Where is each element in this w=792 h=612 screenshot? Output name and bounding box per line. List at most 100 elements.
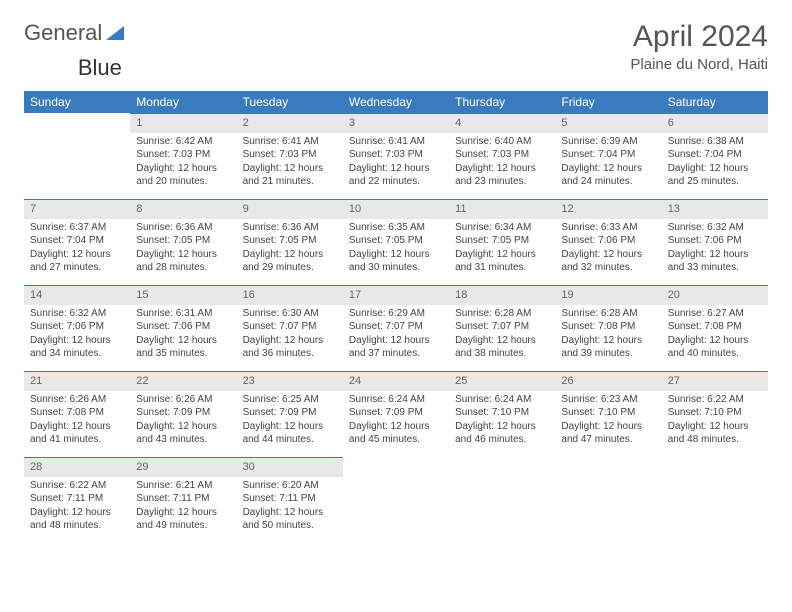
day-number: 8: [130, 199, 236, 219]
day-number: 25: [449, 371, 555, 391]
daylight-line: Daylight: 12 hours and 22 minutes.: [349, 162, 443, 189]
day-body: Sunrise: 6:22 AMSunset: 7:11 PMDaylight:…: [24, 477, 130, 537]
sunset-line: Sunset: 7:05 PM: [243, 234, 337, 248]
day-number: 16: [237, 285, 343, 305]
daylight-line: Daylight: 12 hours and 28 minutes.: [136, 248, 230, 275]
sunrise-line: Sunrise: 6:20 AM: [243, 479, 337, 493]
day-cell: 28Sunrise: 6:22 AMSunset: 7:11 PMDayligh…: [24, 457, 130, 543]
sunset-line: Sunset: 7:03 PM: [243, 148, 337, 162]
sunrise-line: Sunrise: 6:39 AM: [561, 135, 655, 149]
day-body: Sunrise: 6:36 AMSunset: 7:05 PMDaylight:…: [130, 219, 236, 279]
day-body: Sunrise: 6:28 AMSunset: 7:08 PMDaylight:…: [555, 305, 661, 365]
sunset-line: Sunset: 7:11 PM: [243, 492, 337, 506]
sunrise-line: Sunrise: 6:35 AM: [349, 221, 443, 235]
day-cell: 12Sunrise: 6:33 AMSunset: 7:06 PMDayligh…: [555, 199, 661, 285]
day-number: 29: [130, 457, 236, 477]
empty-cell: [662, 457, 768, 543]
weekday-wednesday: Wednesday: [343, 91, 449, 113]
logo-text-1: General: [24, 20, 102, 46]
day-number: 2: [237, 113, 343, 133]
day-number: 24: [343, 371, 449, 391]
day-cell: 30Sunrise: 6:20 AMSunset: 7:11 PMDayligh…: [237, 457, 343, 543]
sunset-line: Sunset: 7:10 PM: [455, 406, 549, 420]
sunset-line: Sunset: 7:08 PM: [668, 320, 762, 334]
day-number: 3: [343, 113, 449, 133]
weekday-monday: Monday: [130, 91, 236, 113]
day-cell: 27Sunrise: 6:22 AMSunset: 7:10 PMDayligh…: [662, 371, 768, 457]
sunset-line: Sunset: 7:03 PM: [349, 148, 443, 162]
sunrise-line: Sunrise: 6:25 AM: [243, 393, 337, 407]
daylight-line: Daylight: 12 hours and 37 minutes.: [349, 334, 443, 361]
day-cell: 9Sunrise: 6:36 AMSunset: 7:05 PMDaylight…: [237, 199, 343, 285]
day-cell: 21Sunrise: 6:26 AMSunset: 7:08 PMDayligh…: [24, 371, 130, 457]
day-cell: 3Sunrise: 6:41 AMSunset: 7:03 PMDaylight…: [343, 113, 449, 199]
day-body: Sunrise: 6:24 AMSunset: 7:10 PMDaylight:…: [449, 391, 555, 451]
day-cell: 1Sunrise: 6:42 AMSunset: 7:03 PMDaylight…: [130, 113, 236, 199]
weekday-tuesday: Tuesday: [237, 91, 343, 113]
calendar-head: SundayMondayTuesdayWednesdayThursdayFrid…: [24, 91, 768, 113]
week-row: 21Sunrise: 6:26 AMSunset: 7:08 PMDayligh…: [24, 371, 768, 457]
day-cell: 2Sunrise: 6:41 AMSunset: 7:03 PMDaylight…: [237, 113, 343, 199]
sunset-line: Sunset: 7:10 PM: [668, 406, 762, 420]
daylight-line: Daylight: 12 hours and 27 minutes.: [30, 248, 124, 275]
sunrise-line: Sunrise: 6:37 AM: [30, 221, 124, 235]
daylight-line: Daylight: 12 hours and 24 minutes.: [561, 162, 655, 189]
sunrise-line: Sunrise: 6:34 AM: [455, 221, 549, 235]
daylight-line: Daylight: 12 hours and 31 minutes.: [455, 248, 549, 275]
day-number: 13: [662, 199, 768, 219]
day-body: Sunrise: 6:20 AMSunset: 7:11 PMDaylight:…: [237, 477, 343, 537]
day-body: Sunrise: 6:25 AMSunset: 7:09 PMDaylight:…: [237, 391, 343, 451]
empty-cell: [343, 457, 449, 543]
sunset-line: Sunset: 7:08 PM: [561, 320, 655, 334]
calendar-table: SundayMondayTuesdayWednesdayThursdayFrid…: [24, 91, 768, 543]
day-number: 28: [24, 457, 130, 477]
day-cell: 10Sunrise: 6:35 AMSunset: 7:05 PMDayligh…: [343, 199, 449, 285]
weekday-saturday: Saturday: [662, 91, 768, 113]
daylight-line: Daylight: 12 hours and 50 minutes.: [243, 506, 337, 533]
day-cell: 29Sunrise: 6:21 AMSunset: 7:11 PMDayligh…: [130, 457, 236, 543]
day-body: Sunrise: 6:41 AMSunset: 7:03 PMDaylight:…: [343, 133, 449, 193]
day-body: Sunrise: 6:41 AMSunset: 7:03 PMDaylight:…: [237, 133, 343, 193]
logo-text-2: Blue: [78, 55, 122, 80]
sunrise-line: Sunrise: 6:31 AM: [136, 307, 230, 321]
day-body: Sunrise: 6:29 AMSunset: 7:07 PMDaylight:…: [343, 305, 449, 365]
daylight-line: Daylight: 12 hours and 48 minutes.: [30, 506, 124, 533]
weekday-sunday: Sunday: [24, 91, 130, 113]
sunrise-line: Sunrise: 6:38 AM: [668, 135, 762, 149]
daylight-line: Daylight: 12 hours and 25 minutes.: [668, 162, 762, 189]
daylight-line: Daylight: 12 hours and 45 minutes.: [349, 420, 443, 447]
sunrise-line: Sunrise: 6:36 AM: [243, 221, 337, 235]
day-cell: 24Sunrise: 6:24 AMSunset: 7:09 PMDayligh…: [343, 371, 449, 457]
daylight-line: Daylight: 12 hours and 44 minutes.: [243, 420, 337, 447]
daylight-line: Daylight: 12 hours and 29 minutes.: [243, 248, 337, 275]
calendar-body: 1Sunrise: 6:42 AMSunset: 7:03 PMDaylight…: [24, 113, 768, 543]
daylight-line: Daylight: 12 hours and 23 minutes.: [455, 162, 549, 189]
sunrise-line: Sunrise: 6:32 AM: [668, 221, 762, 235]
sunrise-line: Sunrise: 6:22 AM: [668, 393, 762, 407]
sunset-line: Sunset: 7:05 PM: [455, 234, 549, 248]
day-number: 30: [237, 457, 343, 477]
day-cell: 19Sunrise: 6:28 AMSunset: 7:08 PMDayligh…: [555, 285, 661, 371]
sunrise-line: Sunrise: 6:30 AM: [243, 307, 337, 321]
daylight-line: Daylight: 12 hours and 21 minutes.: [243, 162, 337, 189]
sunset-line: Sunset: 7:11 PM: [30, 492, 124, 506]
daylight-line: Daylight: 12 hours and 33 minutes.: [668, 248, 762, 275]
day-cell: 16Sunrise: 6:30 AMSunset: 7:07 PMDayligh…: [237, 285, 343, 371]
sunset-line: Sunset: 7:06 PM: [561, 234, 655, 248]
day-body: Sunrise: 6:33 AMSunset: 7:06 PMDaylight:…: [555, 219, 661, 279]
daylight-line: Daylight: 12 hours and 35 minutes.: [136, 334, 230, 361]
sunset-line: Sunset: 7:07 PM: [455, 320, 549, 334]
day-cell: 6Sunrise: 6:38 AMSunset: 7:04 PMDaylight…: [662, 113, 768, 199]
sunrise-line: Sunrise: 6:29 AM: [349, 307, 443, 321]
sunrise-line: Sunrise: 6:23 AM: [561, 393, 655, 407]
day-number: 10: [343, 199, 449, 219]
day-number: 18: [449, 285, 555, 305]
daylight-line: Daylight: 12 hours and 36 minutes.: [243, 334, 337, 361]
sunset-line: Sunset: 7:07 PM: [349, 320, 443, 334]
weekday-friday: Friday: [555, 91, 661, 113]
daylight-line: Daylight: 12 hours and 38 minutes.: [455, 334, 549, 361]
daylight-line: Daylight: 12 hours and 20 minutes.: [136, 162, 230, 189]
daylight-line: Daylight: 12 hours and 46 minutes.: [455, 420, 549, 447]
day-number: 27: [662, 371, 768, 391]
empty-cell: [24, 113, 130, 199]
